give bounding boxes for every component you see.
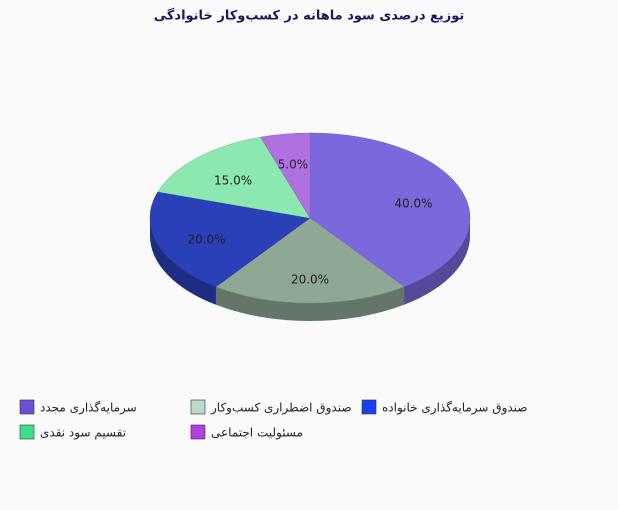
legend-swatch xyxy=(19,424,35,440)
legend-swatch xyxy=(190,399,206,415)
legend-swatch xyxy=(361,399,377,415)
slice xyxy=(157,136,311,219)
pie-tops: 40.0% 20.0% 20.0% 15.0% 5.0% xyxy=(149,132,471,304)
slice xyxy=(309,132,471,288)
legend-label: سرمایه‌گذاری مجدد xyxy=(40,401,137,416)
slice xyxy=(215,217,405,304)
legend-label: مسئولیت اجتماعی xyxy=(211,426,303,441)
chart-title: توزیع درصدی سود ماهانه در کسب‌وکار خانوا… xyxy=(154,8,465,24)
data-label: 20.0% xyxy=(291,272,329,286)
legend-label: صندوق سرمایه‌گذاری خانواده xyxy=(382,401,528,416)
slice-side xyxy=(215,286,405,321)
legend-swatch xyxy=(19,399,35,415)
legend-label: صندوق اضطراری کسب‌وکار xyxy=(210,401,352,416)
slice xyxy=(149,191,311,288)
data-label: 15.0% xyxy=(214,174,252,188)
data-label: 20.0% xyxy=(187,232,225,246)
legend: سرمایه‌گذاری مجدد صندوق اضطراری کسب‌وکار ص… xyxy=(19,399,528,441)
data-label: 40.0% xyxy=(394,197,432,211)
legend-swatch xyxy=(190,424,206,440)
data-label: 5.0% xyxy=(278,157,309,171)
legend-label: تقسیم سود نقدی xyxy=(40,426,126,441)
pie-sides xyxy=(150,218,470,321)
slice-side xyxy=(404,218,470,305)
slice xyxy=(260,132,311,219)
slice-side xyxy=(150,218,216,305)
